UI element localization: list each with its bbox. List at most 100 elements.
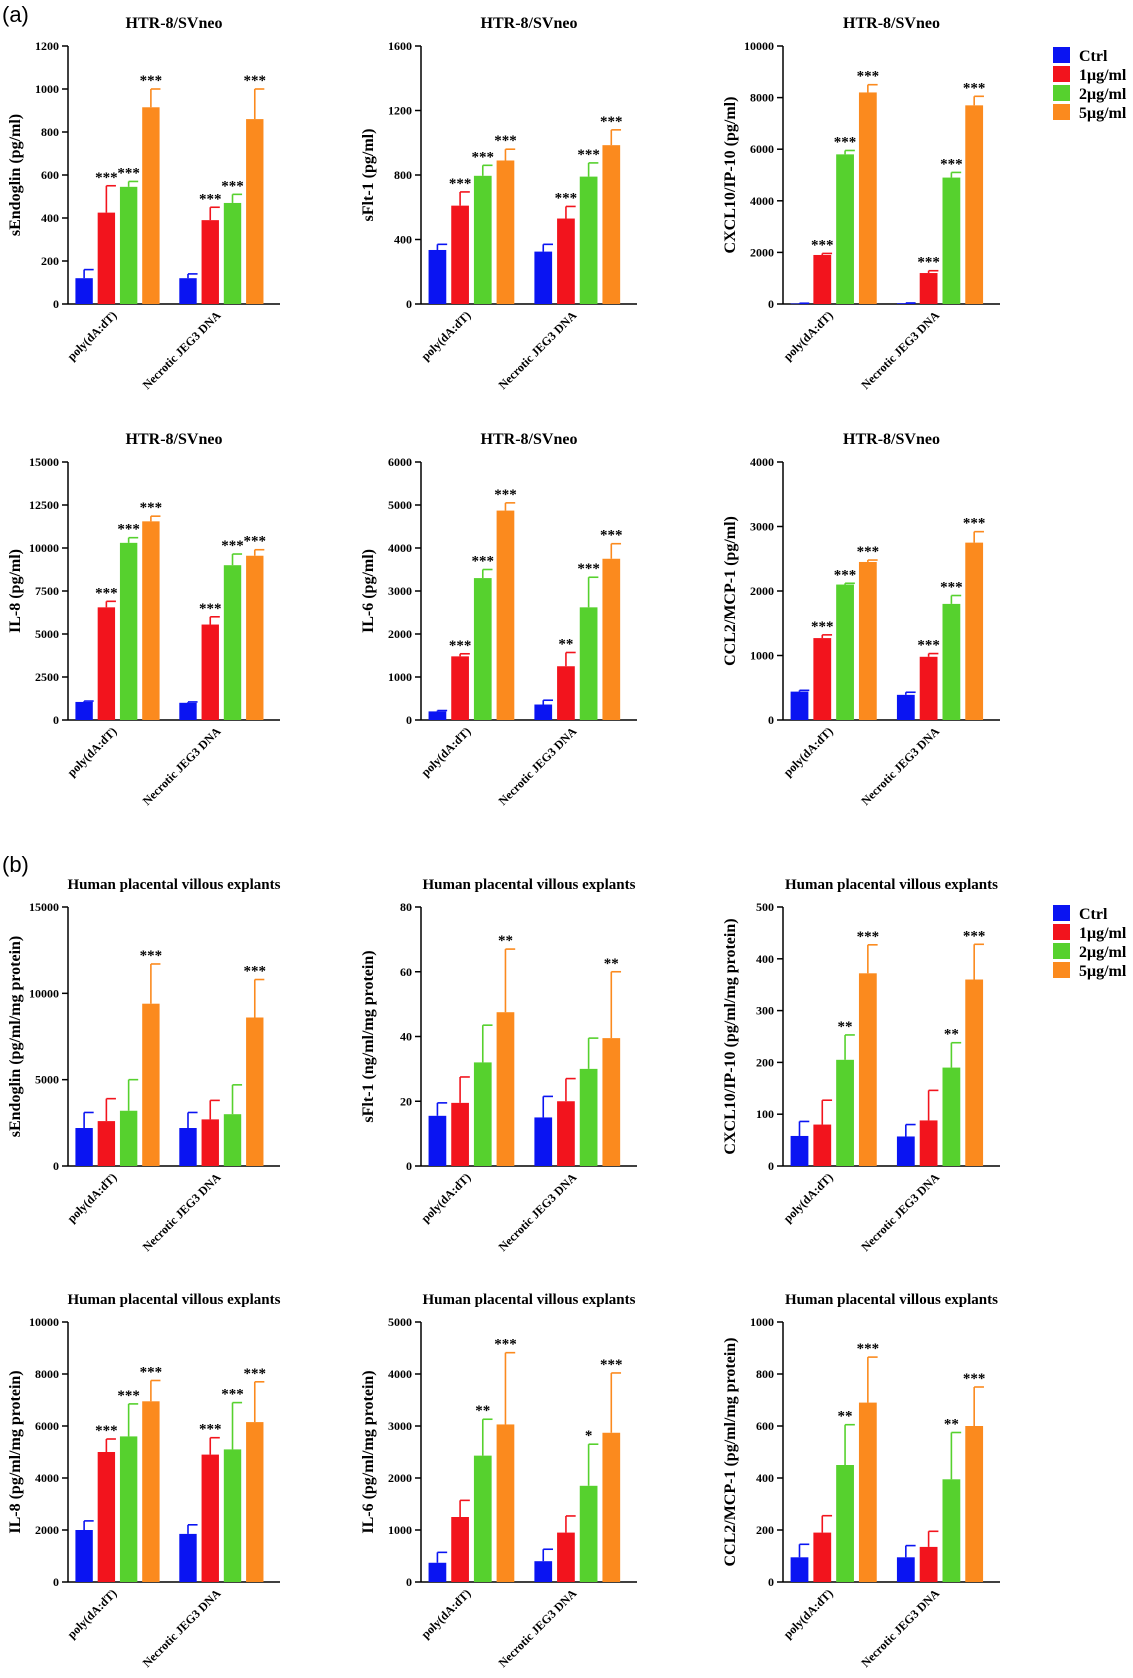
legend-swatch xyxy=(1053,47,1070,63)
significance-label: ** xyxy=(838,1409,853,1425)
bar xyxy=(534,1117,553,1166)
y-tick-label: 500 xyxy=(756,900,774,914)
x-tick-label: poly(dA:dT) xyxy=(418,1586,473,1641)
bar xyxy=(813,638,832,720)
y-tick-label: 8000 xyxy=(35,1367,59,1381)
y-tick-label: 400 xyxy=(394,233,412,247)
x-tick-label: Necrotic JEG3 DNA xyxy=(496,1170,580,1254)
bar xyxy=(246,119,264,304)
bar xyxy=(451,205,469,304)
significance-label: *** xyxy=(811,619,834,635)
y-tick-label: 6000 xyxy=(750,142,774,156)
legend-label: Ctrl xyxy=(1079,48,1108,65)
chart-9: Human placental villous explants CXCL10/I… xyxy=(722,877,1000,1254)
significance-label: *** xyxy=(221,1387,244,1403)
y-tick-label: 800 xyxy=(41,125,59,139)
bar xyxy=(97,607,116,720)
y-axis-label: CCL2/MCP-1 (pg/ml/mg protein) xyxy=(722,1337,739,1566)
bar xyxy=(919,656,938,720)
significance-label: *** xyxy=(963,516,986,532)
bar xyxy=(179,1128,197,1166)
bar xyxy=(428,249,447,304)
significance-label: ** xyxy=(838,1019,853,1035)
x-tick-label: poly(dA:dT) xyxy=(64,724,119,779)
y-tick-label: 1000 xyxy=(750,1315,774,1329)
y-tick-label: 6000 xyxy=(35,1419,59,1433)
y-tick-label: 0 xyxy=(406,1159,412,1173)
y-tick-label: 0 xyxy=(768,713,774,727)
y-tick-label: 400 xyxy=(756,1471,774,1485)
bar xyxy=(858,92,877,304)
significance-label: *** xyxy=(244,964,267,980)
legend-label: 5μg/ml xyxy=(1079,105,1127,122)
bar xyxy=(836,1059,854,1166)
bar xyxy=(942,1479,961,1582)
bar xyxy=(557,1532,575,1582)
bar xyxy=(246,555,264,720)
significance-label: ** xyxy=(604,956,619,972)
bar xyxy=(201,220,219,304)
y-tick-label: 2000 xyxy=(388,1471,412,1485)
legend-label: 2μg/ml xyxy=(1079,944,1127,961)
y-tick-label: 60 xyxy=(400,965,412,979)
y-tick-label: 300 xyxy=(756,1004,774,1018)
chart-6: HTR-8/SVneo CCL2/MCP-1 (pg/ml) 0 1000 2000 30… xyxy=(722,431,1000,808)
chart-title: Human placental villous explants xyxy=(423,877,636,893)
y-tick-label: 600 xyxy=(41,168,59,182)
bar xyxy=(836,154,854,304)
y-tick-label: 4000 xyxy=(388,1367,412,1381)
significance-label: ** xyxy=(475,1403,490,1419)
x-tick-label: poly(dA:dT) xyxy=(781,724,836,779)
bar xyxy=(942,177,961,304)
bar xyxy=(579,1485,598,1582)
y-tick-label: 0 xyxy=(406,713,412,727)
bar xyxy=(428,1115,447,1166)
bar xyxy=(223,1449,242,1582)
significance-label: * xyxy=(585,1428,593,1444)
bar xyxy=(201,624,219,720)
y-tick-label: 400 xyxy=(41,211,59,225)
bar xyxy=(942,1067,961,1166)
bar xyxy=(142,1401,160,1582)
bar xyxy=(473,1455,492,1582)
bar xyxy=(858,1402,877,1582)
y-tick-label: 10000 xyxy=(29,1315,59,1329)
y-tick-label: 5000 xyxy=(35,1073,59,1087)
significance-label: *** xyxy=(140,500,163,516)
bar xyxy=(119,1436,138,1582)
chart-title: HTR-8/SVneo xyxy=(126,15,223,32)
y-tick-label: 20 xyxy=(400,1094,412,1108)
chart-title: HTR-8/SVneo xyxy=(843,431,940,448)
significance-label: *** xyxy=(221,178,244,194)
x-tick-label: poly(dA:dT) xyxy=(64,1170,119,1225)
x-tick-label: poly(dA:dT) xyxy=(418,308,473,363)
significance-label: *** xyxy=(811,237,834,253)
significance-label: *** xyxy=(857,544,880,560)
y-tick-label: 1200 xyxy=(35,39,59,53)
significance-label: *** xyxy=(449,638,472,654)
y-axis-label: CXCL10/IP-10 (pg/ml/mg protein) xyxy=(722,918,739,1154)
significance-label: *** xyxy=(857,1341,880,1357)
y-tick-label: 0 xyxy=(768,1575,774,1589)
y-tick-label: 0 xyxy=(53,1575,59,1589)
chart-12: Human placental villous explants CCL2/MCP… xyxy=(722,1292,1000,1670)
chart-title: Human placental villous explants xyxy=(68,877,281,893)
y-tick-label: 600 xyxy=(756,1419,774,1433)
x-tick-label: Necrotic JEG3 DNA xyxy=(858,1170,942,1254)
bar xyxy=(119,1110,138,1166)
y-tick-label: 1000 xyxy=(750,649,774,663)
bar xyxy=(858,973,877,1166)
y-tick-label: 2000 xyxy=(388,627,412,641)
significance-label: *** xyxy=(834,134,857,150)
significance-label: *** xyxy=(857,929,880,945)
x-tick-label: poly(dA:dT) xyxy=(64,308,119,363)
y-axis-label: IL-8 (pg/ml) xyxy=(7,549,24,633)
chart-11: Human placental villous explants IL-6 (pg… xyxy=(360,1292,637,1670)
y-tick-label: 800 xyxy=(756,1367,774,1381)
bar xyxy=(451,1517,469,1582)
significance-label: *** xyxy=(555,190,578,206)
significance-label: *** xyxy=(472,149,495,165)
chart-title: Human placental villous explants xyxy=(785,1292,998,1308)
